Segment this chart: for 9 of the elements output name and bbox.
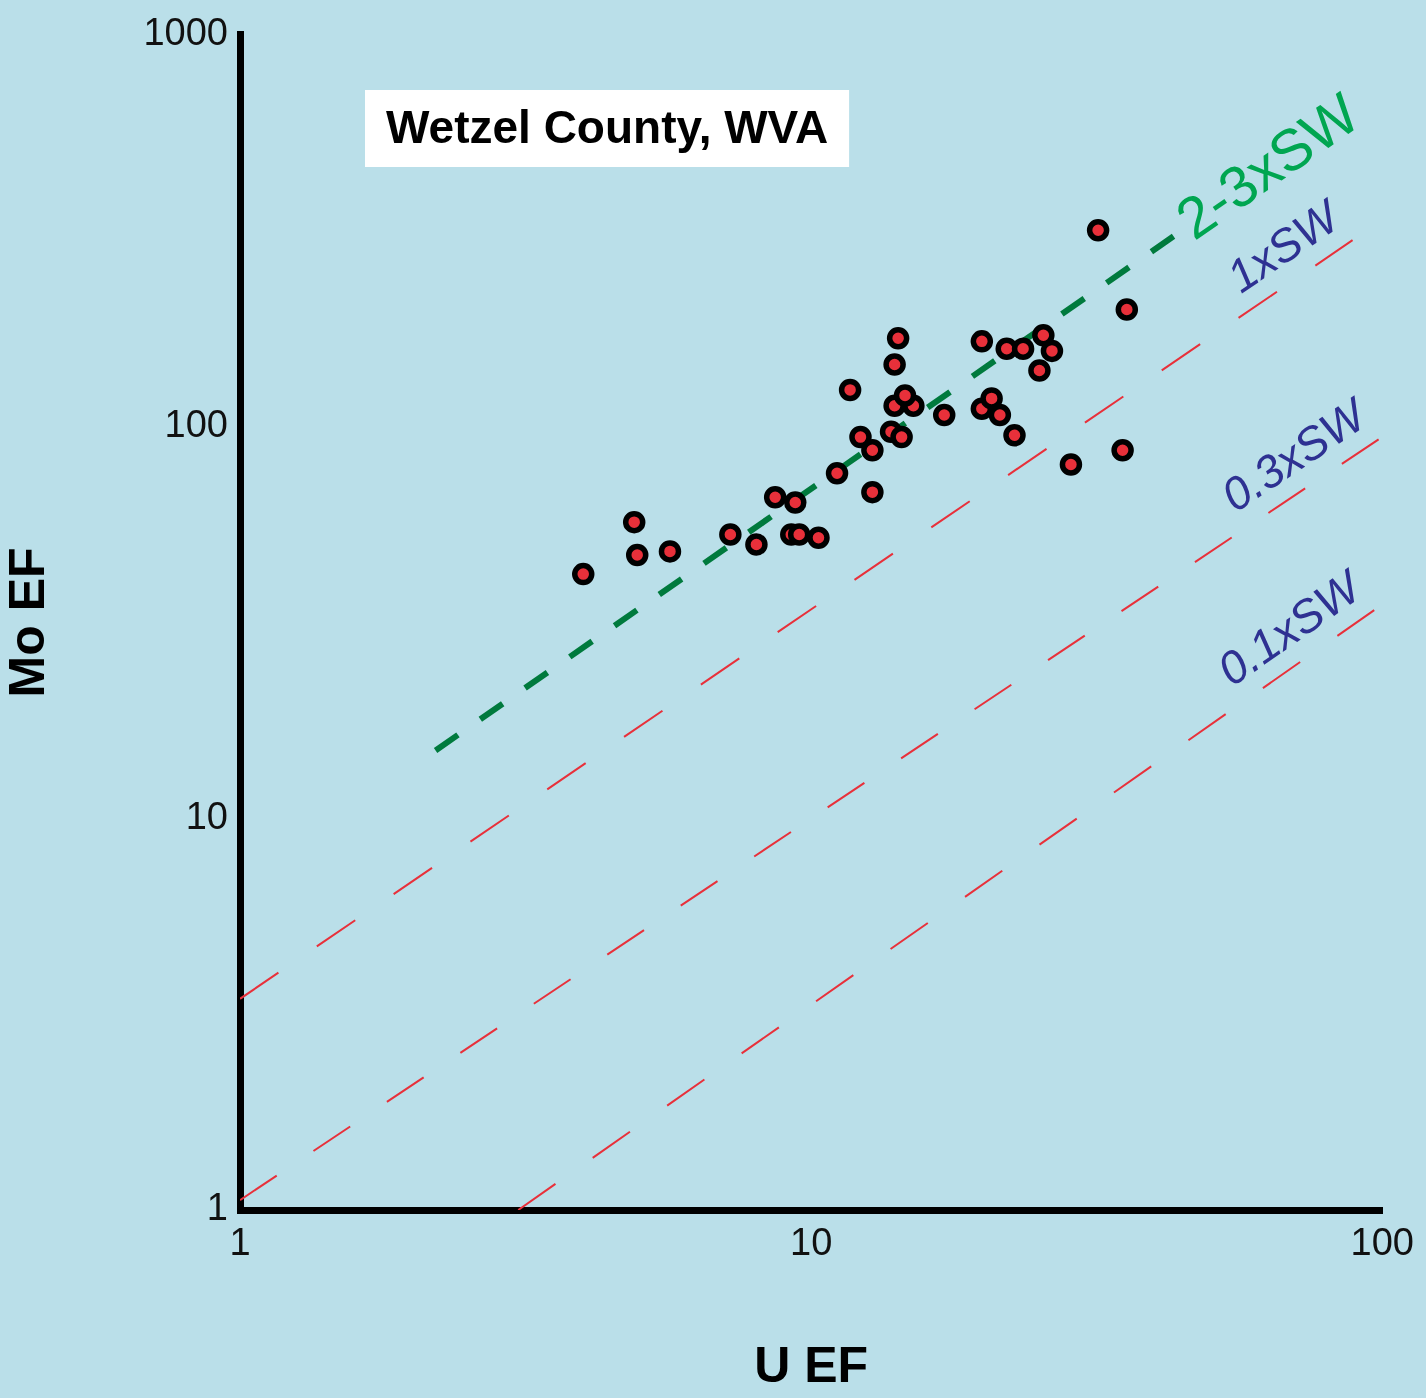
y-tick-label: 1000 bbox=[143, 11, 228, 54]
x-tick-label: 100 bbox=[1350, 1221, 1414, 1264]
text: Wetzel County, WVA bbox=[386, 100, 829, 153]
x-axis-title: U EF bbox=[754, 1336, 869, 1393]
x-tick-label: 10 bbox=[790, 1221, 833, 1264]
y-tick-label: 100 bbox=[164, 403, 228, 446]
y-tick-label: 1 bbox=[206, 1186, 228, 1229]
y-tick-label: 10 bbox=[185, 794, 228, 837]
y-axis-title: Mo EF bbox=[0, 547, 55, 698]
